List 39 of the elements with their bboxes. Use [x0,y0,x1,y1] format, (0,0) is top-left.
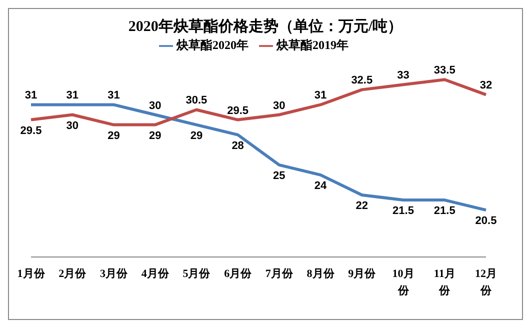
x-tick-label: 10月份 [392,268,414,297]
x-tick-label: 6月份 [224,268,253,280]
data-label: 31 [24,90,38,102]
chart-title: 2020年炔草酯价格走势（单位：万元/吨） [127,17,404,37]
data-label: 28 [232,140,244,152]
data-label: 29.5 [20,124,42,137]
data-label: 30 [148,100,162,112]
data-label: 29 [108,130,120,142]
data-label: 31 [66,90,78,102]
x-tick-label: 4月份 [141,268,170,280]
data-label: 32 [480,80,492,92]
data-label: 22 [356,200,368,212]
data-label: 20.5 [475,215,497,228]
data-label: 30 [273,100,286,112]
data-label: 33.5 [434,64,456,77]
data-label: 25 [273,170,286,182]
data-label: 29 [190,130,203,142]
data-label: 30 [66,120,78,132]
x-tick-label: 9月份 [348,268,377,280]
data-label: 29.5 [227,104,249,117]
data-label: 24 [314,180,328,192]
data-label: 32.5 [351,74,373,87]
x-tick-label: 8月份 [306,268,336,280]
data-label: 31 [314,90,327,102]
legend-label: 炔草酯2019年 [276,38,348,52]
x-tick-label: 7月份 [265,268,294,280]
data-label: 33 [397,70,410,82]
data-label: 30.5 [186,94,208,107]
x-tick-label: 3月份 [100,268,128,280]
data-label: 21.5 [392,205,414,218]
data-label: 21.5 [434,205,456,218]
x-tick-label: 2月份 [58,268,88,280]
legend-label: 炔草酯2020年 [176,38,248,52]
data-label: 29 [148,130,162,142]
x-tick-label: 12月份 [475,268,497,297]
x-tick-label: 11月份 [434,268,456,297]
data-label: 31 [108,90,120,102]
x-tick-label: 1月份 [17,268,46,280]
x-tick-label: 5月份 [182,268,212,280]
